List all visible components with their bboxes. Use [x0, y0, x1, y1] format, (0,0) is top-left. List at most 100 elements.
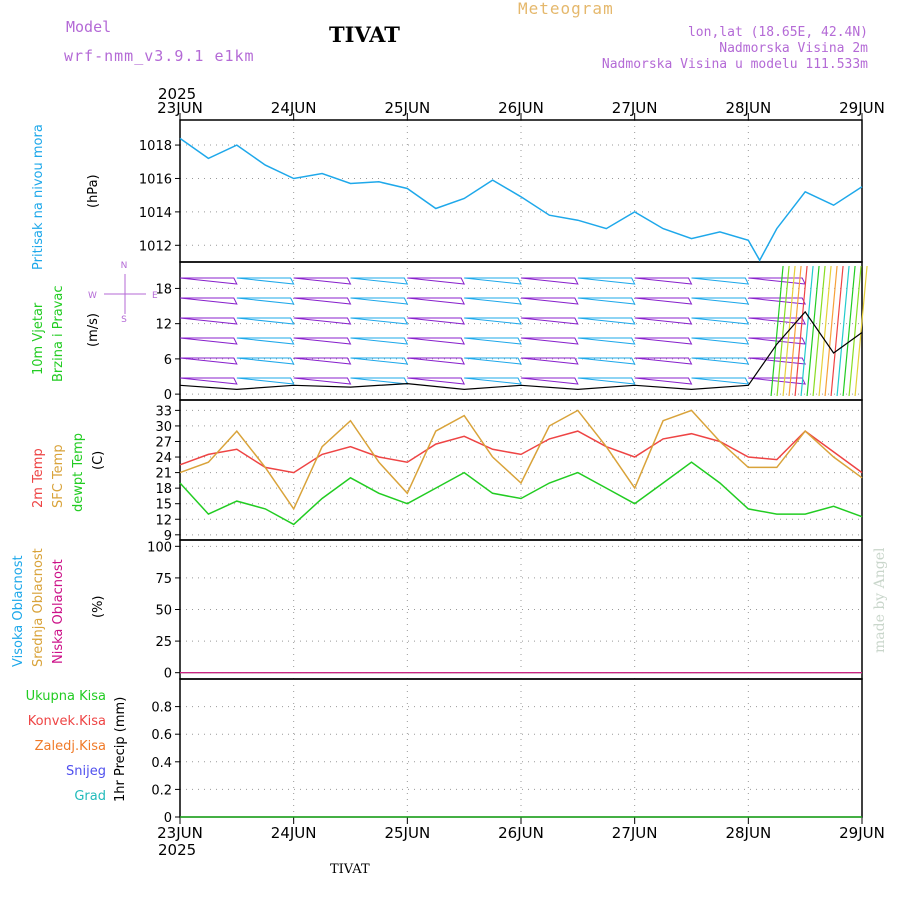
wind-barb	[350, 377, 409, 385]
x-tick-label-top: 23JUN	[157, 99, 203, 117]
model-label: Model	[66, 18, 112, 36]
x-tick-label-top: 27JUN	[612, 99, 658, 117]
dewpt-line	[179, 461, 863, 526]
wind-barb	[350, 277, 409, 285]
model-elevation: Nadmorska Visina u modelu 111.533m	[601, 57, 868, 72]
wind-barb	[634, 337, 693, 345]
temp2m-axis-label: 2m Temp	[31, 448, 46, 508]
wind-barb	[179, 357, 238, 365]
wind-barb	[407, 277, 466, 285]
wind-barb	[464, 377, 522, 385]
x-tick-label-bottom: 26JUN	[498, 824, 544, 842]
footer-station: TIVAT	[330, 862, 370, 877]
year-label-bottom: 2025	[158, 841, 196, 859]
pressure-line	[179, 137, 863, 262]
y-tick-label: 27	[155, 435, 172, 450]
y-tick-label: 15	[155, 498, 172, 513]
sfc-temp-line	[179, 409, 863, 511]
x-tick-label-top: 29JUN	[839, 99, 885, 117]
compass-e: E	[152, 291, 158, 301]
y-tick-label: 21	[155, 467, 172, 482]
x-tick-label-bottom: 27JUN	[612, 824, 658, 842]
wind-barb	[464, 317, 522, 325]
y-tick-label: 12	[155, 318, 172, 333]
wind-barb	[520, 377, 579, 385]
precip-legend-3: Snijeg	[66, 764, 106, 779]
wind-barb	[179, 377, 238, 385]
temp2m-line	[179, 430, 863, 474]
y-tick-label: 1016	[139, 172, 172, 187]
wind-barbs	[179, 265, 868, 397]
y-tick-label: 0.6	[151, 728, 172, 743]
precip-legend-1: Konvek.Kisa	[28, 714, 106, 729]
wind-barb	[407, 357, 466, 365]
wind-barb	[520, 277, 579, 285]
wind-barb	[236, 337, 295, 345]
x-tick-label-top: 28JUN	[725, 99, 771, 117]
wind-barb	[179, 277, 238, 285]
y-tick-label: 18	[155, 482, 172, 497]
wind-barb	[179, 317, 238, 325]
wind-barb	[520, 297, 579, 305]
wind-barb	[836, 265, 850, 397]
y-tick-label: 0.4	[151, 756, 172, 771]
wind-barb	[748, 357, 807, 365]
cloud-unit: (%)	[91, 596, 106, 619]
location-coords: lon,lat (18.65E, 42.4N)	[687, 25, 868, 40]
y-tick-label: 100	[147, 540, 172, 555]
x-tick-label-bottom: 23JUN	[157, 824, 203, 842]
wind-barb	[520, 337, 579, 345]
wind-barb	[634, 277, 693, 285]
wind-barb	[464, 337, 522, 345]
wind-barb	[748, 317, 807, 325]
wind-barb	[634, 297, 693, 305]
wind-barb	[794, 265, 808, 397]
wind-barb	[577, 317, 636, 325]
wind-barb	[236, 277, 295, 285]
wind-barb	[407, 337, 466, 345]
panel-frame	[179, 678, 863, 818]
wind-barb	[854, 265, 868, 397]
y-tick-label: 33	[155, 404, 172, 419]
x-tick-label-top: 25JUN	[384, 99, 430, 117]
wind-barb	[577, 337, 636, 345]
station-elevation: Nadmorska Visina 2m	[719, 41, 868, 56]
compass-s: S	[121, 315, 127, 325]
wind-barb	[236, 317, 295, 325]
wind-barb	[464, 297, 522, 305]
wind-barb	[842, 265, 856, 397]
wind-barb	[236, 297, 295, 305]
year-label-top: 2025	[158, 85, 196, 103]
wind-axis-label-2: Brzina i Pravac	[51, 285, 66, 382]
wind-barb	[788, 265, 802, 397]
y-tick-label: 24	[155, 451, 172, 466]
wind-barb	[350, 357, 409, 365]
y-tick-label: 0	[164, 388, 172, 403]
compass-n: N	[121, 261, 128, 271]
precip-axis-label: 1hr Precip (mm)	[113, 697, 128, 802]
wind-barb	[236, 357, 295, 365]
x-tick-label-bottom: 28JUN	[725, 824, 771, 842]
x-tick-label-top: 26JUN	[498, 99, 544, 117]
wind-barb	[520, 357, 579, 365]
y-tick-label: 0	[164, 811, 172, 826]
wind-barb	[691, 277, 750, 285]
wind-barb	[577, 377, 636, 385]
wind-barb	[407, 297, 466, 305]
wind-barb	[691, 317, 750, 325]
y-tick-label: 75	[155, 572, 172, 587]
wind-barb	[691, 337, 750, 345]
y-tick-label: 18	[155, 282, 172, 297]
wind-barb	[179, 297, 238, 305]
wind-barb	[179, 337, 238, 345]
wind-barb	[407, 317, 466, 325]
wind-barb	[634, 317, 693, 325]
page-title: TIVAT	[329, 22, 400, 47]
wind-barb	[634, 357, 693, 365]
model-name: wrf-nmm_v3.9.1 e1km	[64, 47, 255, 65]
wind-barb	[830, 265, 844, 397]
wind-barb	[293, 297, 352, 305]
y-tick-label: 0	[164, 667, 172, 682]
y-tick-label: 1012	[139, 239, 172, 254]
